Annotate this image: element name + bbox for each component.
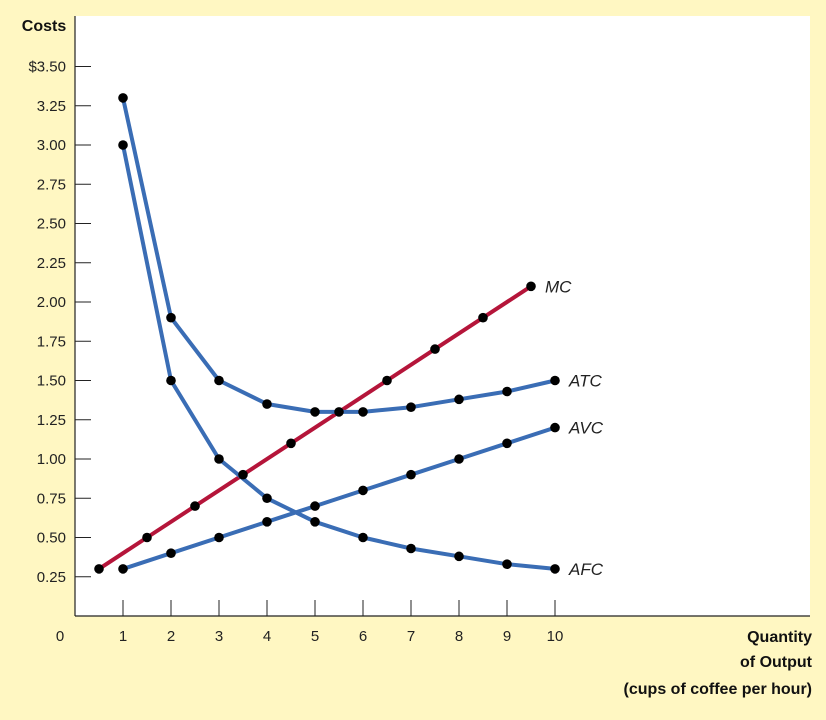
y-tick-label: 3.00 bbox=[37, 137, 66, 154]
points-layer bbox=[94, 93, 560, 574]
afc-point bbox=[118, 140, 128, 150]
atc-point bbox=[454, 394, 464, 405]
avc-point bbox=[214, 532, 224, 543]
atc-point bbox=[166, 312, 176, 323]
y-tick-label: 1.75 bbox=[37, 333, 66, 350]
avc-point bbox=[166, 548, 176, 558]
y-tick-label: 0.25 bbox=[37, 569, 66, 586]
atc-point bbox=[118, 93, 128, 103]
x-tick-label: 1 bbox=[119, 628, 127, 645]
avc-point bbox=[454, 454, 464, 464]
afc-point bbox=[310, 517, 320, 527]
afc-point bbox=[214, 454, 224, 464]
x-tick-label: 2 bbox=[167, 628, 175, 645]
y-tick-label: 0.50 bbox=[37, 530, 66, 547]
mc-point bbox=[190, 501, 200, 511]
x-tick-label: 3 bbox=[215, 628, 223, 645]
afc-point bbox=[406, 543, 416, 554]
avc-point bbox=[358, 485, 368, 496]
y-tick-label: $3.50 bbox=[28, 59, 66, 76]
mc-point bbox=[478, 312, 488, 323]
afc-label: AFC bbox=[568, 560, 604, 579]
afc-point bbox=[502, 559, 512, 569]
mc-curve bbox=[97, 284, 533, 571]
atc-label: ATC bbox=[568, 372, 602, 391]
y-tick-label: 1.25 bbox=[37, 412, 66, 429]
x-tick-label: 5 bbox=[311, 628, 319, 645]
mc-label: MC bbox=[545, 277, 572, 296]
x-tick-label: 4 bbox=[263, 628, 271, 645]
x-tick-label: 8 bbox=[455, 628, 463, 645]
y-tick-label: 1.50 bbox=[37, 373, 66, 390]
atc-point bbox=[502, 386, 512, 397]
y-tick-label: 3.25 bbox=[37, 98, 66, 115]
y-tick-label: 2.25 bbox=[37, 255, 66, 272]
avc-point bbox=[118, 564, 128, 574]
mc-point bbox=[430, 344, 440, 354]
y-tick-label: 2.50 bbox=[37, 216, 66, 233]
y-tick-label: 2.00 bbox=[37, 294, 66, 311]
atc-point bbox=[310, 407, 320, 417]
afc-point bbox=[550, 564, 560, 574]
atc-point bbox=[358, 407, 368, 417]
y-axis-title: Costs bbox=[22, 18, 67, 35]
x-tick-label: 9 bbox=[503, 628, 511, 645]
atc-point bbox=[262, 399, 272, 409]
plot-area bbox=[75, 16, 810, 616]
afc-point bbox=[166, 375, 176, 386]
mc-point bbox=[526, 281, 536, 292]
mc-point bbox=[94, 564, 104, 574]
x-tick-label: 6 bbox=[359, 628, 367, 645]
mc-point bbox=[382, 375, 392, 386]
y-axis-ticks: $3.50 3.25 3.00 2.75 2.50 2.25 2.00 1.75 1.50 1.2… bbox=[28, 59, 91, 586]
atc-point bbox=[406, 402, 416, 412]
series-labels: MC ATC AVC AFC bbox=[545, 277, 604, 579]
avc-curve bbox=[121, 425, 557, 571]
avc-point bbox=[502, 438, 512, 449]
avc-point bbox=[310, 501, 320, 511]
afc-point bbox=[358, 532, 368, 543]
x-tick-label: 7 bbox=[407, 628, 415, 645]
y-tick-label: 2.75 bbox=[37, 176, 66, 193]
y-tick-label: 1.00 bbox=[37, 451, 66, 468]
mc-point bbox=[142, 532, 152, 543]
x-axis-title-line-3: (cups of coffee per hour) bbox=[624, 681, 812, 698]
x-axis-ticks: 0 1 2 3 4 5 6 7 8 9 10 bbox=[56, 600, 564, 645]
afc-curve bbox=[121, 143, 557, 571]
afc-point bbox=[262, 493, 272, 504]
mc-point bbox=[286, 438, 296, 449]
x-tick-label: 0 bbox=[56, 628, 64, 645]
avc-point bbox=[406, 469, 416, 480]
y-tick-label: 0.75 bbox=[37, 490, 66, 507]
avc-point bbox=[262, 517, 272, 527]
series-layer bbox=[97, 95, 557, 571]
x-axis-title-line-1: Quantity bbox=[747, 629, 812, 646]
avc-label: AVC bbox=[568, 419, 604, 438]
mc-point bbox=[238, 469, 248, 480]
atc-point bbox=[214, 375, 224, 386]
x-axis-title-line-2: of Output bbox=[740, 654, 813, 671]
mc-point bbox=[334, 407, 344, 417]
afc-point bbox=[454, 551, 464, 562]
x-tick-label: 10 bbox=[547, 628, 564, 645]
atc-point bbox=[550, 375, 560, 386]
avc-point bbox=[550, 422, 560, 433]
